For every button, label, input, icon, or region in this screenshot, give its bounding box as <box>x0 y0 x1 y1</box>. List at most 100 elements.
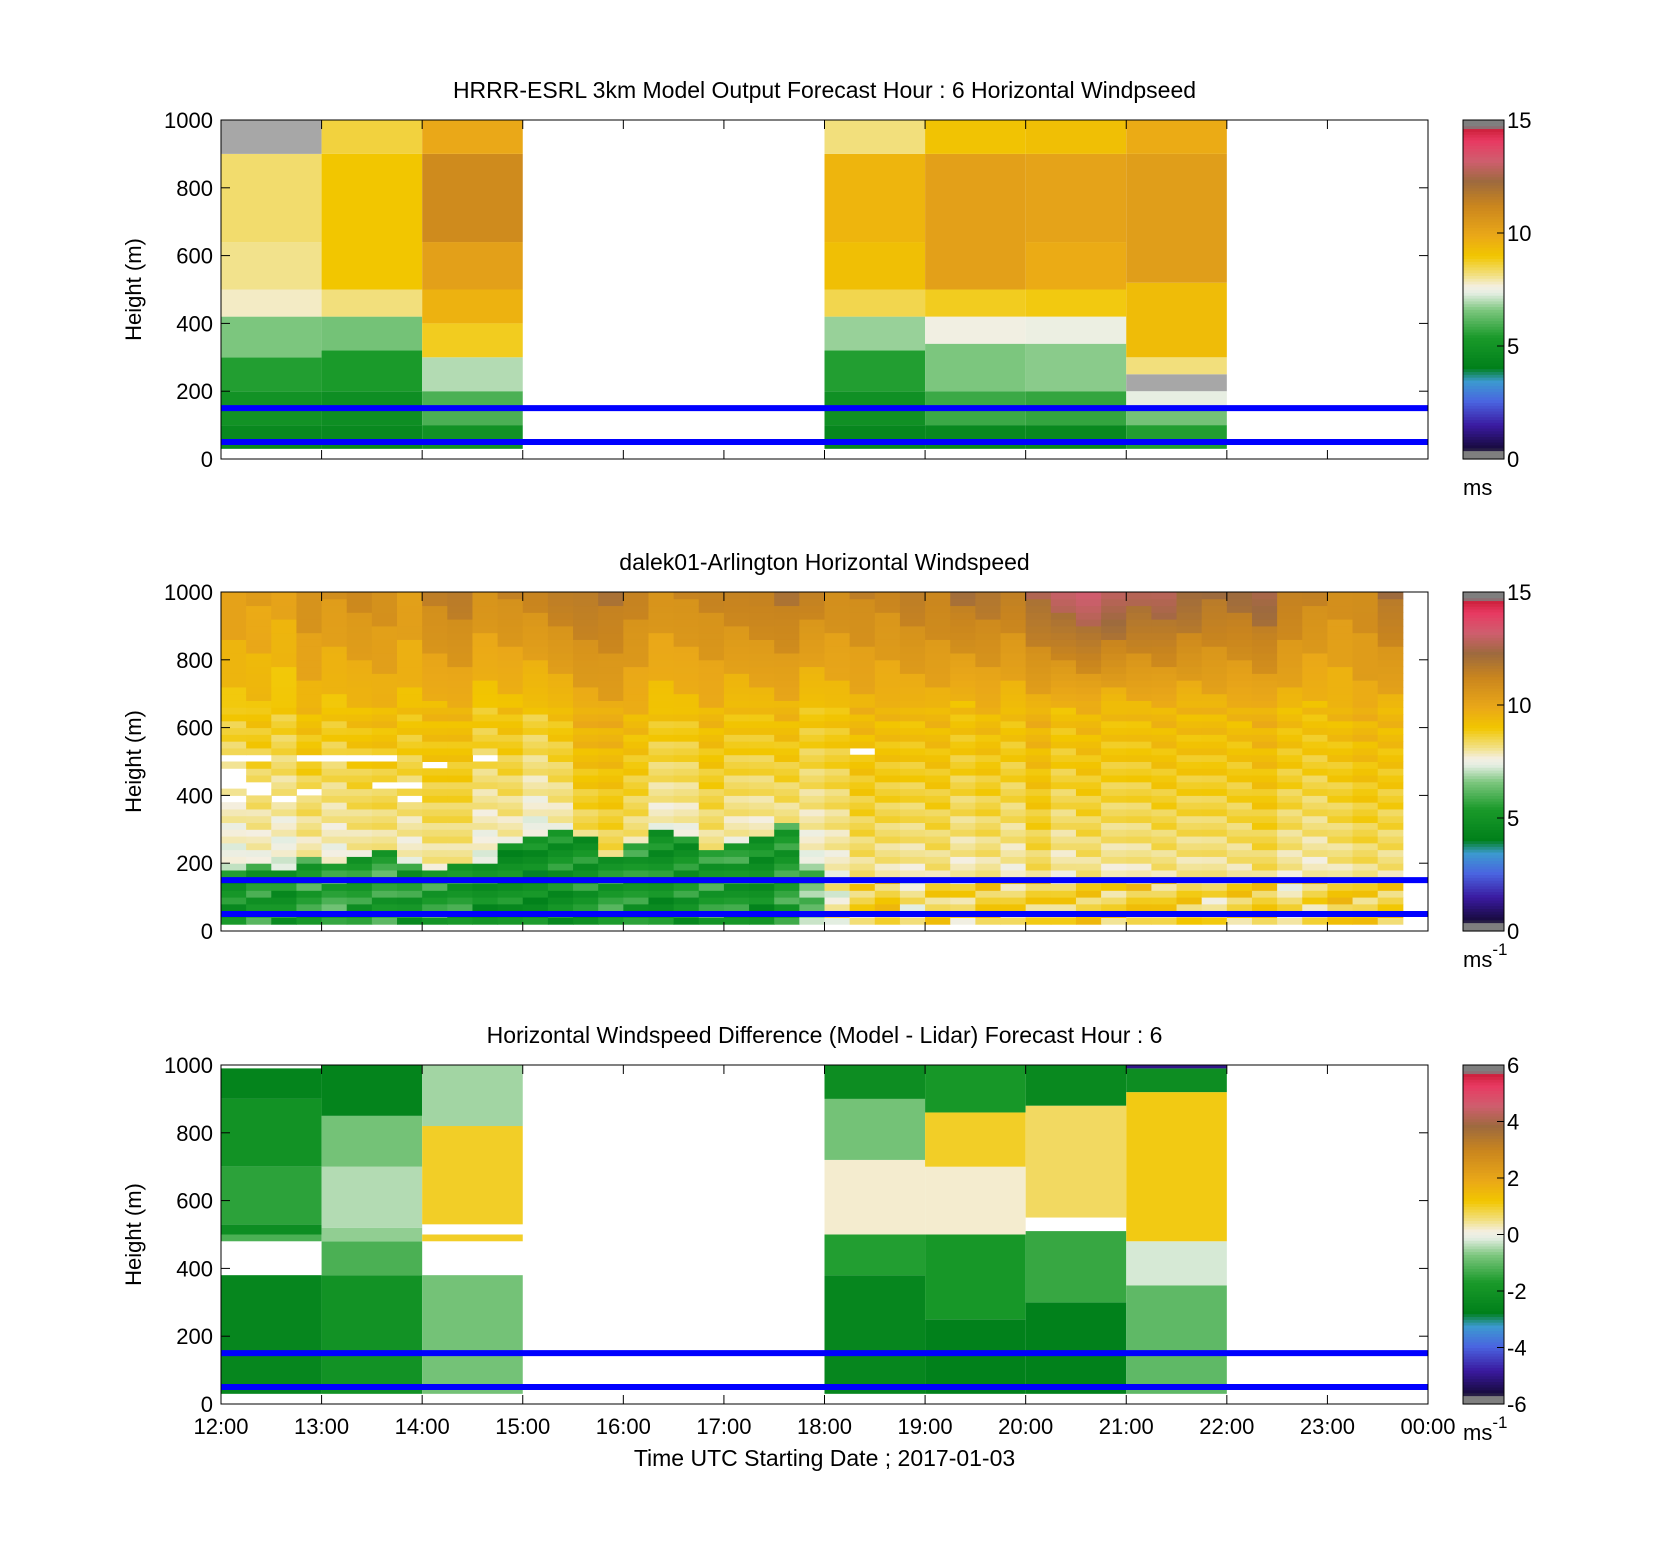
heatmap-cell <box>1251 592 1278 600</box>
heatmap-cell <box>1151 849 1178 857</box>
heatmap-cell <box>648 707 675 715</box>
heatmap-cell <box>1251 605 1278 613</box>
heatmap-cell <box>321 625 348 634</box>
heatmap-cell <box>950 592 976 600</box>
heatmap-cell <box>271 917 297 925</box>
heatmap-cell <box>522 598 549 607</box>
heatmap-cell <box>422 775 448 783</box>
heatmap-cell <box>648 680 675 688</box>
heatmap-cell <box>1075 598 1102 607</box>
heatmap-cell <box>1075 734 1102 742</box>
heatmap-cell <box>774 781 800 790</box>
colorbar-segment <box>1463 1268 1504 1272</box>
heatmap-cell <box>1352 680 1379 688</box>
heatmap-cell <box>573 653 599 661</box>
heatmap-cell <box>598 747 624 756</box>
heatmap-cell <box>497 795 524 803</box>
heatmap-cell <box>1327 802 1354 810</box>
heatmap-cell <box>271 653 297 661</box>
heatmap-cell <box>648 754 675 762</box>
colorbar-segment <box>1463 733 1504 737</box>
heatmap-cell <box>447 802 473 810</box>
heatmap-cell <box>1050 686 1077 695</box>
heatmap-cell <box>1050 646 1077 654</box>
heatmap-cell <box>522 653 549 661</box>
heatmap-cell <box>397 754 423 762</box>
heatmap-cell <box>1201 842 1228 851</box>
heatmap-cell <box>975 897 1002 905</box>
heatmap-cell <box>673 917 700 925</box>
heatmap-cell <box>371 625 398 634</box>
heatmap-cell <box>573 788 599 796</box>
colorbar-segment <box>1463 659 1504 664</box>
heatmap-cell <box>547 761 574 769</box>
heatmap-cell <box>1101 700 1127 708</box>
heatmap-cell <box>1176 659 1203 668</box>
heatmap-cell <box>472 707 499 715</box>
colorbar-segment <box>1463 309 1504 313</box>
heatmap-cell <box>1126 761 1152 769</box>
heatmap-cell <box>874 768 901 776</box>
heatmap-cell <box>1025 829 1052 837</box>
colorbar-segment <box>1463 642 1504 647</box>
heatmap-cell <box>547 612 574 620</box>
heatmap-cell <box>1327 849 1354 857</box>
heatmap-cell <box>1000 727 1027 735</box>
heatmap-cell <box>1025 768 1052 776</box>
heatmap-cell <box>723 714 750 722</box>
heatmap-cell <box>1075 802 1102 810</box>
heatmap-cell <box>899 714 926 722</box>
heatmap-cell <box>1025 1231 1127 1303</box>
heatmap-cell <box>1201 890 1228 898</box>
colorbar-segment <box>1463 1110 1504 1114</box>
heatmap-cell <box>1050 666 1077 674</box>
heatmap-cell <box>723 768 750 776</box>
heatmap-cell <box>623 632 649 640</box>
heatmap-cell <box>1327 714 1354 722</box>
heatmap-cell <box>1327 815 1354 824</box>
heatmap-cell <box>371 822 398 830</box>
heatmap-cell <box>296 673 323 681</box>
heatmap-cell <box>1025 659 1052 668</box>
colorbar-segment <box>1463 235 1504 240</box>
heatmap-cell <box>1327 822 1354 830</box>
heatmap-cell <box>221 673 247 681</box>
heatmap-cell <box>346 822 373 830</box>
heatmap-cell <box>321 639 348 647</box>
heatmap-cell <box>673 666 700 674</box>
heatmap-cell <box>1151 646 1178 654</box>
heatmap-cell <box>824 761 851 769</box>
heatmap-cell <box>623 700 649 708</box>
heatmap-cell <box>497 632 524 640</box>
heatmap-cell <box>824 289 926 317</box>
heatmap-cell <box>472 849 499 857</box>
heatmap-cell <box>1101 775 1127 783</box>
heatmap-cell <box>321 653 348 661</box>
heatmap-cell <box>321 747 348 756</box>
heatmap-cell <box>774 693 800 701</box>
heatmap-cell <box>522 788 549 796</box>
heatmap-cell <box>849 639 876 647</box>
heatmap-cell <box>472 598 499 607</box>
heatmap-cell <box>673 802 700 810</box>
heatmap-cell <box>824 781 851 790</box>
heatmap-cell <box>975 639 1002 647</box>
heatmap-cell <box>1251 917 1278 925</box>
heatmap-cell <box>673 612 700 620</box>
heatmap-cell <box>472 802 499 810</box>
heatmap-cell <box>623 788 649 796</box>
heatmap-cell <box>1226 917 1253 925</box>
heatmap-cell <box>950 903 976 912</box>
heatmap-cell <box>975 815 1002 824</box>
colorbar-segment <box>1463 1220 1504 1224</box>
heatmap-cell <box>749 781 775 790</box>
heatmap-cell <box>321 605 348 613</box>
heatmap-cell <box>1201 903 1228 912</box>
heatmap-cell <box>824 741 851 749</box>
heatmap-cell <box>1251 727 1278 735</box>
heatmap-cell <box>221 849 247 857</box>
heatmap-cell <box>1251 741 1278 749</box>
colorbar-segment <box>1463 323 1504 327</box>
heatmap-cell <box>824 1159 926 1235</box>
heatmap-cell <box>925 612 951 620</box>
